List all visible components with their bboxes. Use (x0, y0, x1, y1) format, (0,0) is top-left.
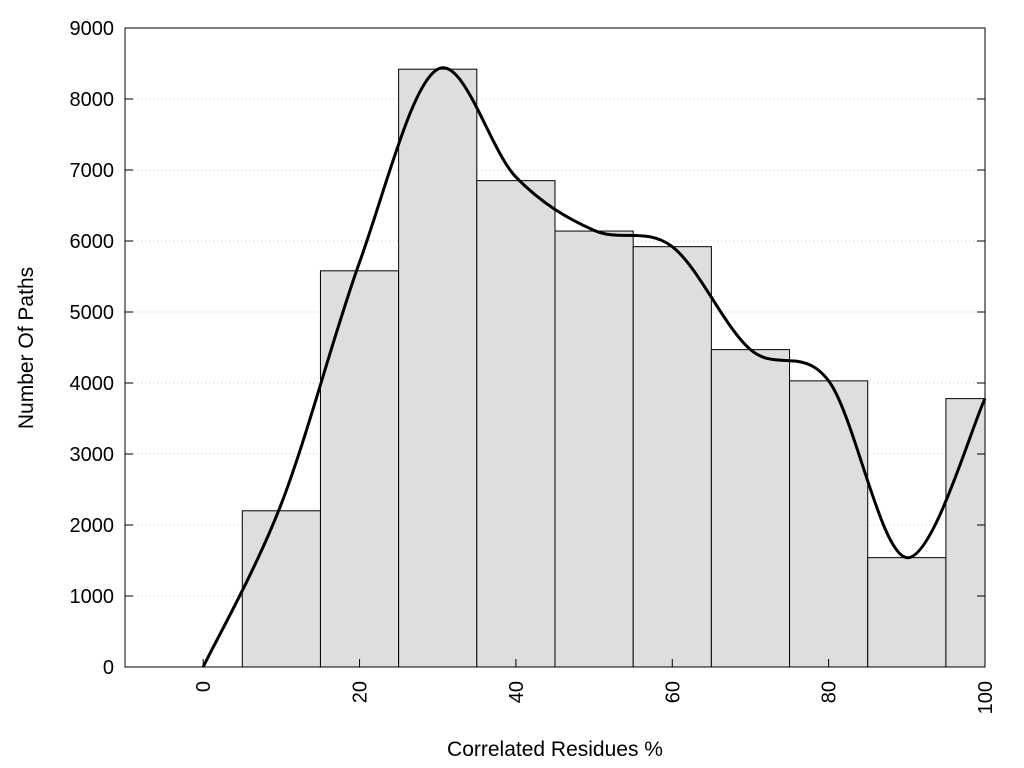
x-tick-label: 100 (975, 681, 997, 714)
plot-frame (124, 27, 986, 668)
x-tick-label: 0 (193, 681, 215, 692)
histogram-bar (476, 180, 556, 668)
x-axis-ticks: 0 20 40 60 80 100 (193, 659, 997, 714)
histogram-bar (945, 398, 986, 668)
y-tick-label: 7000 (70, 160, 115, 182)
y-axis-label: Number Of Paths (15, 267, 38, 429)
y-tick-label: 4000 (70, 373, 115, 395)
y-axis-ticks: 0 1000 2000 3000 4000 5000 6000 7000 8000 9000 (70, 18, 985, 679)
y-tick-label: 9000 (70, 18, 115, 40)
x-tick-label: 60 (662, 681, 684, 703)
histogram-bar (554, 230, 634, 668)
histogram-bar (867, 557, 947, 668)
y-tick-label: 5000 (70, 302, 115, 324)
histogram-bar (632, 246, 712, 668)
bars (241, 68, 986, 668)
y-tick-label: 1000 (70, 586, 115, 608)
y-tick-label: 3000 (70, 444, 115, 466)
x-tick-label: 80 (819, 681, 841, 703)
y-tick-label: 0 (103, 657, 114, 679)
histogram-bar (789, 380, 869, 668)
x-tick-label: 40 (506, 681, 528, 703)
y-tick-label: 2000 (70, 515, 115, 537)
histogram-bar (398, 68, 478, 668)
plot-border (124, 27, 986, 668)
x-axis-label: Correlated Residues % (447, 738, 663, 761)
histogram-bar (319, 270, 400, 668)
histogram-bar (710, 349, 791, 668)
smooth-curve (201, 66, 987, 668)
x-tick-label: 20 (350, 681, 372, 703)
curve-layer (201, 66, 987, 668)
y-tick-label: 8000 (70, 89, 115, 111)
histogram-bar (241, 510, 321, 668)
y-tick-label: 6000 (70, 231, 115, 253)
